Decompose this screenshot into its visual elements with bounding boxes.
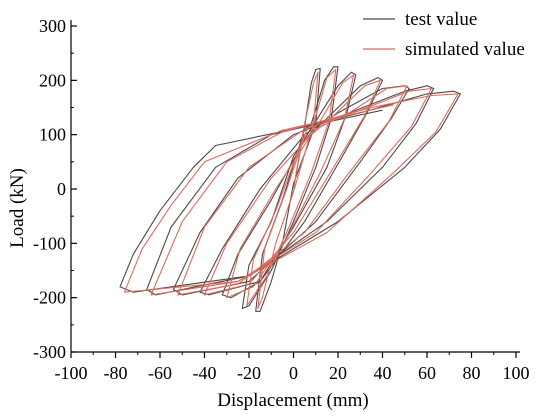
y-tick-label: -300 <box>33 342 66 362</box>
hysteresis-loop <box>241 66 339 310</box>
x-tick-label: -60 <box>148 363 172 383</box>
y-tick-label: 0 <box>57 179 66 199</box>
hysteresis-loop <box>123 93 459 293</box>
x-axis-title: Displacement (mm) <box>217 390 368 411</box>
hysteresis-loop <box>226 74 355 299</box>
x-tick-label: -80 <box>104 363 128 383</box>
x-tick-label: -20 <box>237 363 261 383</box>
x-tick-label: 40 <box>374 363 392 383</box>
y-ticks: -300 -200 -100 0 100 200 300 <box>33 16 77 362</box>
x-tick-label: 0 <box>289 363 298 383</box>
x-tick-label: 60 <box>418 363 436 383</box>
y-tick-label: -100 <box>33 233 66 253</box>
x-tick-label: 20 <box>329 363 347 383</box>
hysteresis-loop <box>146 85 435 296</box>
x-ticks: -100 -80 -60 -40 -20 0 20 40 60 80 100 <box>55 352 530 383</box>
legend: test value simulated value <box>363 9 525 60</box>
y-axis-title: Load (kN) <box>7 168 28 248</box>
axes <box>70 20 520 353</box>
y-tick-label: 100 <box>39 125 66 145</box>
hysteresis-loop <box>150 87 433 296</box>
y-tick-label: 300 <box>39 16 66 36</box>
legend-label: simulated value <box>405 39 525 60</box>
simulated-value-series <box>123 68 459 310</box>
hysteresis-loop <box>177 85 408 296</box>
x-tick-label: 80 <box>463 363 481 383</box>
x-tick-label: -40 <box>193 363 217 383</box>
x-tick-label: 100 <box>503 363 530 383</box>
y-tick-label: 200 <box>39 70 66 90</box>
legend-label: test value <box>405 9 477 30</box>
plot-series <box>119 66 461 312</box>
test-value-series <box>119 66 461 312</box>
y-tick-label: -200 <box>33 288 66 308</box>
hysteresis-loop <box>221 71 357 299</box>
hysteresis-loop <box>119 90 461 293</box>
x-tick-label: -100 <box>55 363 88 383</box>
hysteresis-loop <box>257 71 319 310</box>
